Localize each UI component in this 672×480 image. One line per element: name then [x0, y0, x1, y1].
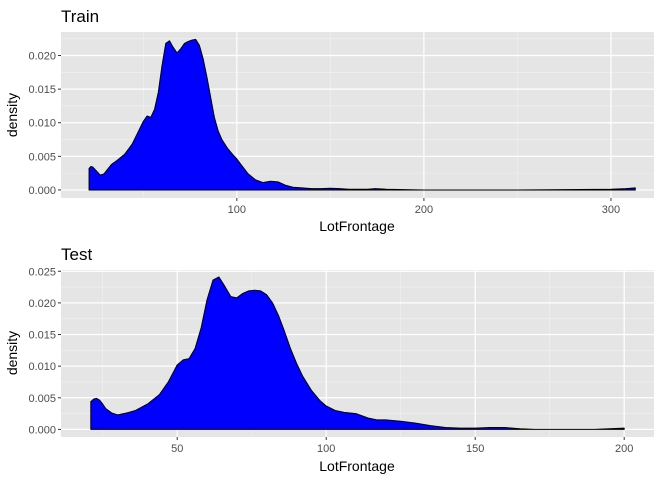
density-area	[88, 38, 636, 191]
y-tick-label: 0.005	[28, 393, 56, 405]
y-tick-label: 0.015	[28, 84, 56, 96]
y-axis-ticks: 0.000 0.005 0.010 0.015 0.020	[28, 51, 61, 197]
x-tick-label: 100	[228, 204, 246, 216]
x-tick-label: 150	[466, 443, 484, 455]
x-axis-title: LotFrontage	[319, 218, 395, 234]
x-tick-label: 300	[602, 204, 620, 216]
y-tick-label: 0.010	[28, 118, 56, 130]
y-tick-label: 0.020	[28, 51, 56, 63]
y-axis-ticks: 0.000 0.005 0.010 0.015 0.020 0.025	[28, 266, 61, 436]
x-axis-title: LotFrontage	[319, 458, 395, 474]
x-tick-label: 200	[615, 443, 633, 455]
y-tick-label: 0.005	[28, 151, 56, 163]
chart-title: Train	[61, 7, 99, 26]
x-axis-ticks: 100 200 300	[228, 198, 620, 216]
density-area	[90, 276, 625, 430]
x-tick-label: 100	[317, 443, 335, 455]
chart-train: Train 0.000 0.005 0.010 0.015 0.020 100 200 30…	[4, 7, 654, 234]
y-tick-label: 0.000	[28, 185, 56, 197]
y-tick-label: 0.000	[28, 424, 56, 436]
chart-title: Test	[61, 245, 92, 264]
x-axis-ticks: 50 100 150 200	[171, 437, 633, 455]
y-tick-label: 0.020	[28, 298, 56, 310]
x-tick-label: 50	[171, 443, 183, 455]
minor-grid	[61, 270, 654, 437]
chart-test: Test 0.000 0.005 0.010 0.015 0.020 0.025 50 10…	[4, 245, 654, 474]
y-axis-title: density	[4, 331, 20, 375]
y-tick-label: 0.015	[28, 330, 56, 342]
y-tick-label: 0.025	[28, 266, 56, 278]
x-tick-label: 200	[415, 204, 433, 216]
y-tick-label: 0.010	[28, 361, 56, 373]
y-axis-title: density	[4, 93, 20, 137]
